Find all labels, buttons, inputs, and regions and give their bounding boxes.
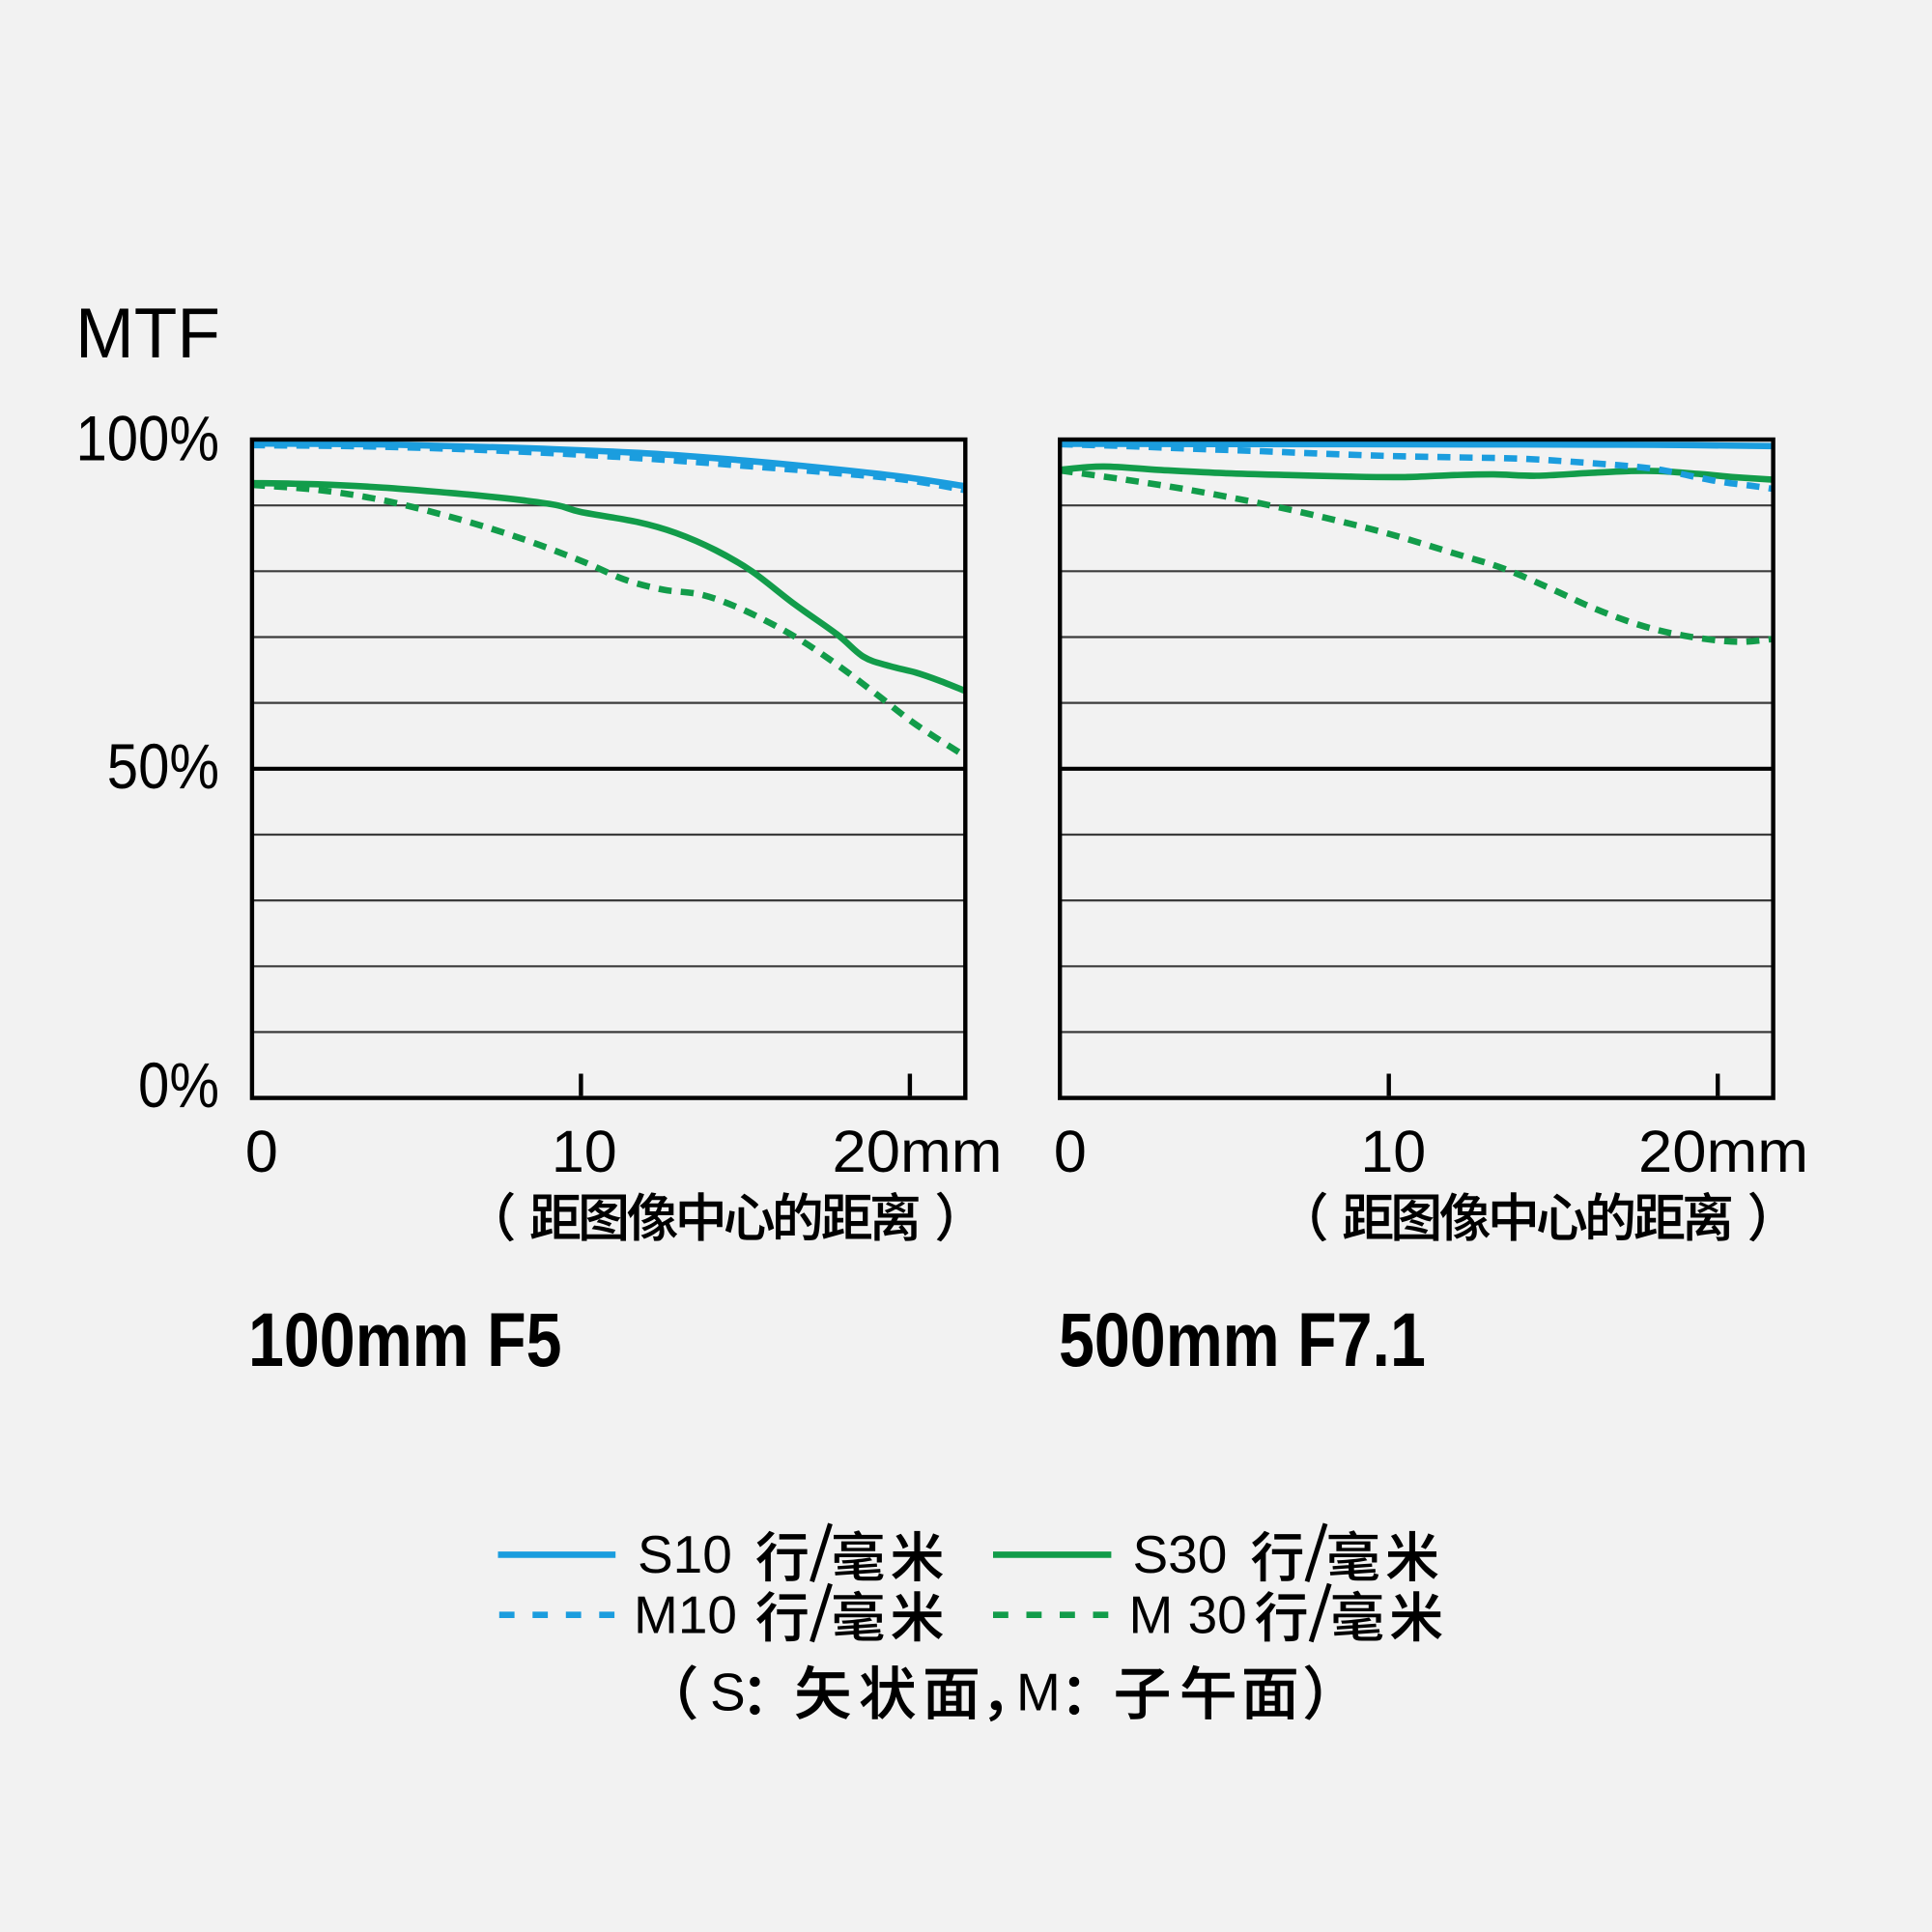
svg-text:500mm F7.1: 500mm F7.1 — [1059, 1298, 1426, 1383]
svg-text:20mm: 20mm — [1638, 1119, 1808, 1184]
svg-text:100%: 100% — [75, 404, 219, 474]
svg-text:0%: 0% — [138, 1051, 219, 1122]
svg-text:10: 10 — [552, 1119, 617, 1184]
svg-text:S: S — [710, 1662, 746, 1722]
svg-text:M: M — [1016, 1662, 1061, 1722]
svg-text:M10: M10 — [634, 1585, 737, 1645]
svg-text:10: 10 — [1360, 1119, 1426, 1184]
svg-text:0: 0 — [245, 1119, 278, 1184]
svg-text:0: 0 — [1054, 1119, 1087, 1184]
svg-text:S30: S30 — [1133, 1524, 1228, 1584]
svg-text:100mm F5: 100mm F5 — [248, 1298, 562, 1383]
svg-text:S10: S10 — [638, 1524, 732, 1584]
svg-text:M 30: M 30 — [1129, 1585, 1247, 1645]
svg-text:MTF: MTF — [75, 295, 220, 373]
svg-text:20mm: 20mm — [833, 1119, 1003, 1184]
svg-text:50%: 50% — [107, 732, 219, 803]
